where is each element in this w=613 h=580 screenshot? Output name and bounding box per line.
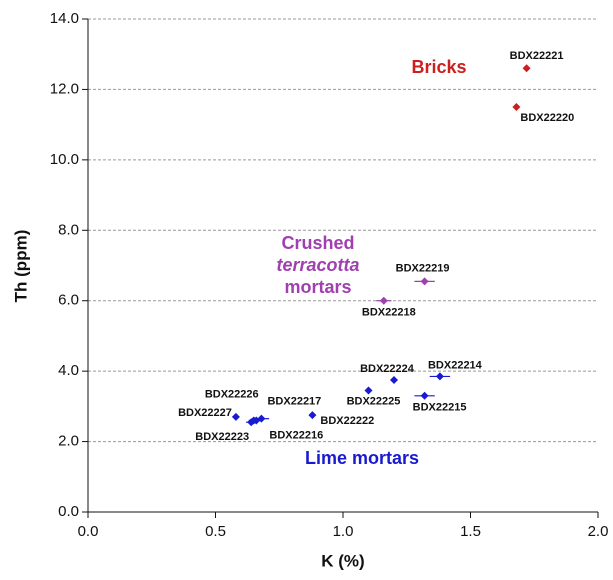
point-label: BDX22214	[428, 359, 483, 371]
point	[231, 412, 240, 421]
y-tick-label: 12.0	[50, 80, 79, 97]
y-tick-label: 4.0	[58, 362, 79, 379]
point	[364, 386, 373, 395]
x-tick-label: 0.5	[205, 523, 226, 540]
group-label: mortars	[284, 277, 351, 297]
x-tick-label: 1.0	[333, 523, 354, 540]
point-label: BDX22215	[413, 402, 467, 414]
y-tick-label: 6.0	[58, 292, 79, 309]
point-label: BDX22224	[360, 363, 415, 375]
x-axis-label: K (%)	[321, 551, 364, 570]
point-label: BDX22223	[195, 431, 249, 443]
point-label: BDX22218	[362, 307, 416, 319]
group-label: Lime mortars	[305, 448, 419, 468]
point-label: BDX22216	[269, 429, 323, 441]
point	[435, 372, 444, 381]
y-tick-label: 8.0	[58, 221, 79, 238]
y-tick-label: 2.0	[58, 433, 79, 450]
point-label: BDX22227	[178, 407, 232, 419]
point	[390, 375, 398, 384]
point	[379, 296, 388, 305]
y-tick-label: 10.0	[50, 151, 79, 168]
group-label: Crushed	[281, 233, 354, 253]
point	[420, 277, 429, 286]
x-tick-label: 0.0	[78, 523, 99, 540]
point	[308, 411, 317, 420]
point-label: BDX22219	[396, 262, 450, 274]
y-tick-label: 0.0	[58, 503, 79, 520]
x-tick-label: 1.5	[460, 523, 481, 540]
point	[420, 391, 429, 400]
point	[512, 103, 521, 112]
y-tick-label: 14.0	[50, 10, 79, 27]
point-label: BDX22217	[267, 396, 321, 408]
point-label: BDX22222	[320, 415, 374, 427]
y-axis-label: Th (ppm)	[11, 230, 30, 303]
point-label: BDX22220	[520, 112, 574, 124]
point	[522, 64, 531, 73]
point-label: BDX22221	[510, 50, 564, 62]
group-label: Bricks	[411, 57, 466, 77]
point	[252, 416, 261, 425]
group-label: terracotta	[276, 255, 359, 275]
x-tick-label: 2.0	[588, 523, 609, 540]
point-label: BDX22226	[205, 388, 259, 400]
point-label: BDX22225	[347, 395, 401, 407]
